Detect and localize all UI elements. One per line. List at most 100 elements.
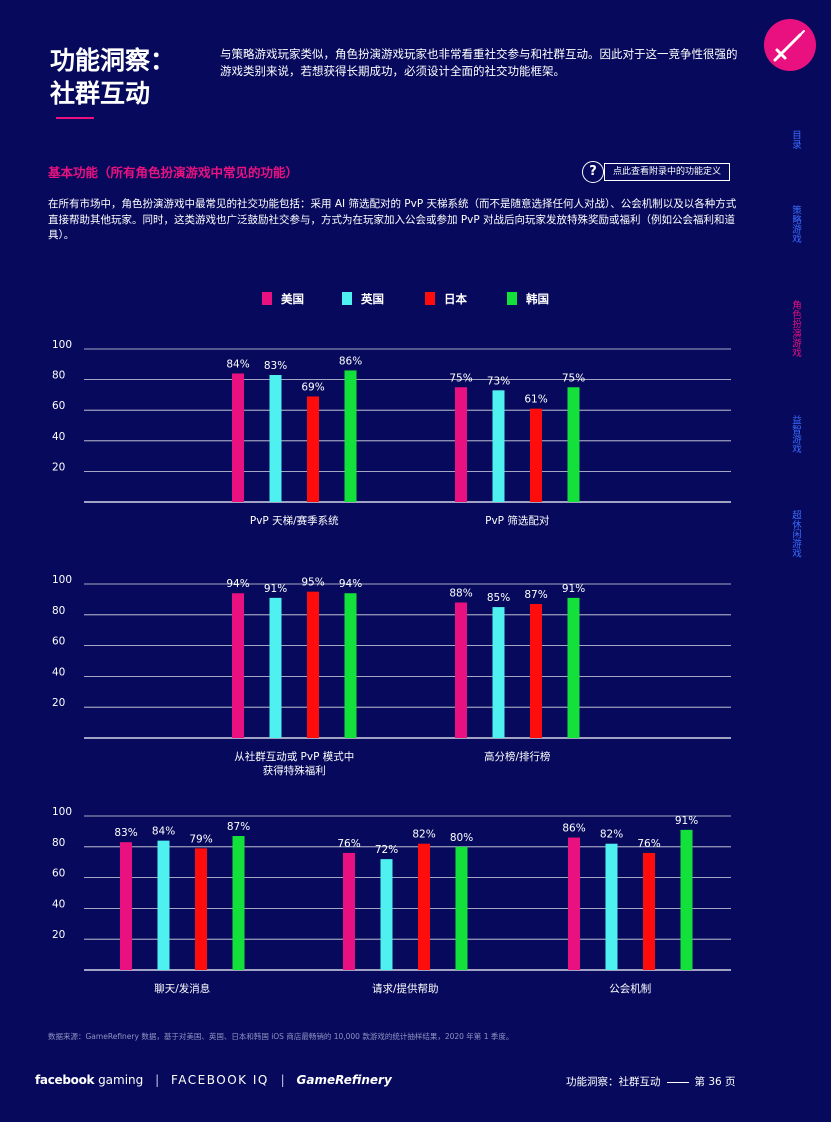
bar <box>455 387 467 502</box>
description-text: 在所有市场中，角色扮演游戏中最常见的社交功能包括：采用 AI 筛选配对的 PvP… <box>48 198 737 241</box>
data-label: 88% <box>449 587 472 599</box>
data-label: 83% <box>114 827 137 839</box>
legend-swatch-us <box>262 292 272 305</box>
data-label: 69% <box>301 381 324 393</box>
y-tick-label: 60 <box>52 400 65 412</box>
side-nav-item-puzzle[interactable]: 益智游戏 <box>790 415 801 453</box>
data-label: 84% <box>226 358 249 370</box>
footer-logos: facebook gaming | FACEBOOK IQ | GameRefi… <box>35 1073 392 1087</box>
footer-dash <box>666 1081 689 1083</box>
data-label: 82% <box>600 829 623 841</box>
data-label: 95% <box>301 577 324 589</box>
y-tick-label: 20 <box>52 461 65 473</box>
data-label: 79% <box>189 833 212 845</box>
data-label: 86% <box>339 355 362 367</box>
page-title-line2: 社群互动 <box>50 79 151 108</box>
bar <box>680 829 693 970</box>
data-label: 75% <box>562 372 585 384</box>
data-label: 76% <box>637 838 660 850</box>
legend-label-kr: 韩国 <box>526 292 549 306</box>
y-tick-label: 80 <box>52 837 65 849</box>
bar <box>567 387 580 502</box>
gamerefinery-logo: GameRefinery <box>296 1073 392 1087</box>
category-label: 获得特殊福利 <box>263 764 326 777</box>
category-label: 聊天/发消息 <box>154 982 210 995</box>
category-label: 请求/提供帮助 <box>372 982 439 995</box>
category-label: 公会机制 <box>609 982 651 995</box>
bar <box>568 837 580 970</box>
data-label: 86% <box>562 823 585 835</box>
sword-logo-icon <box>764 19 816 71</box>
bar <box>492 607 505 738</box>
bar <box>269 597 282 738</box>
bar <box>530 604 542 738</box>
data-label: 61% <box>524 394 547 406</box>
bar <box>530 408 542 502</box>
side-nav: 目录 策略游戏 角色扮演游戏 益智游戏 超休闲游戏 <box>782 110 802 580</box>
question-icon[interactable]: ? <box>582 161 604 183</box>
facebook-gaming-logo: facebook <box>35 1073 95 1087</box>
category-label: PvP 天梯/赛季系统 <box>250 514 339 527</box>
appendix-link-label[interactable]: 点此查看附录中的功能定义 <box>604 163 730 181</box>
side-nav-item-rpg[interactable]: 角色扮演游戏 <box>790 300 801 357</box>
legend-label-uk: 英国 <box>361 292 384 306</box>
y-tick-label: 80 <box>52 605 65 617</box>
legend-label-us: 美国 <box>281 292 304 306</box>
bar <box>605 843 618 970</box>
bar <box>307 591 319 738</box>
legend-swatch-jp <box>425 292 435 305</box>
footer-separator: | <box>155 1073 160 1087</box>
side-nav-item-hypercasual[interactable]: 超休闲游戏 <box>790 510 801 558</box>
bar <box>418 843 430 970</box>
bar <box>344 593 357 738</box>
data-label: 85% <box>487 592 510 604</box>
y-tick-label: 40 <box>52 666 65 678</box>
appendix-link[interactable]: 点此查看附录中的功能定义 ? <box>582 160 732 184</box>
page-title: 功能洞察： 社群互动 <box>50 44 175 110</box>
bar <box>120 842 132 970</box>
page-title-line1: 功能洞察： <box>50 46 176 75</box>
bar <box>232 373 244 502</box>
category-label: 从社群互动或 PvP 模式中 <box>234 750 354 763</box>
bar <box>643 852 655 970</box>
y-tick-label: 60 <box>52 868 65 880</box>
source-note: 数据来源：GameRefinery 数据，基于对美国、英国、日本和韩国 iOS … <box>48 1032 514 1041</box>
bar <box>344 370 357 502</box>
data-label: 91% <box>264 583 287 595</box>
data-label: 82% <box>412 829 435 841</box>
y-tick-label: 100 <box>52 574 72 586</box>
bar <box>492 390 505 502</box>
side-nav-item-contents[interactable]: 目录 <box>790 130 801 149</box>
facebook-iq-logo: FACEBOOK IQ <box>170 1073 269 1087</box>
bar <box>455 846 468 970</box>
data-label: 91% <box>562 583 585 595</box>
intro-text: 与策略游戏玩家类似，角色扮演游戏玩家也非常看重社交参与和社群互动。因此对于这一竞… <box>220 47 738 78</box>
data-label: 83% <box>264 360 287 372</box>
bar <box>380 859 393 970</box>
bar <box>195 848 207 970</box>
footer-page-info: 功能洞察：社群互动 第 36 页 <box>566 1074 736 1089</box>
bar <box>232 836 245 970</box>
section-heading: 基本功能（所有角色扮演游戏中常见的功能） <box>48 165 299 180</box>
facebook-gaming-logo-suffix: gaming <box>98 1073 144 1087</box>
bar <box>232 593 244 738</box>
data-label: 72% <box>375 844 398 856</box>
data-label: 94% <box>226 578 249 590</box>
bar <box>455 602 467 738</box>
bar <box>567 597 580 738</box>
bar <box>307 396 319 502</box>
data-label: 91% <box>675 815 698 827</box>
data-label: 75% <box>449 372 472 384</box>
data-label: 94% <box>339 578 362 590</box>
footer-separator: | <box>280 1073 285 1087</box>
footer-page-label: 功能洞察：社群互动 <box>566 1076 661 1088</box>
data-label: 80% <box>450 832 473 844</box>
y-tick-label: 100 <box>52 339 72 351</box>
category-label: 高分榜/排行榜 <box>484 750 551 763</box>
y-tick-label: 80 <box>52 370 65 382</box>
title-underline <box>56 117 94 119</box>
y-tick-label: 20 <box>52 697 65 709</box>
side-nav-item-strategy[interactable]: 策略游戏 <box>790 205 801 243</box>
y-tick-label: 40 <box>52 898 65 910</box>
